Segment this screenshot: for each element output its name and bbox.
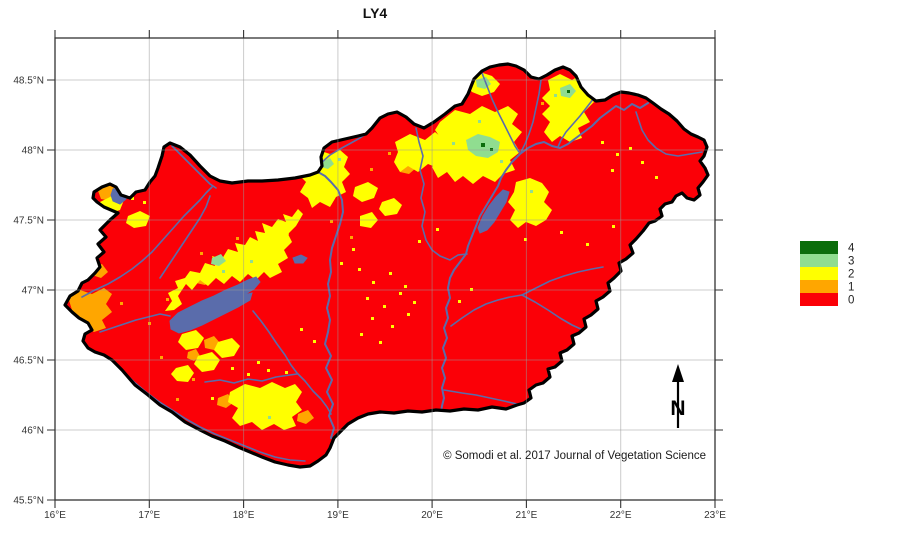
x-tick-label-4: 20°E [421,510,443,521]
river-maros [443,389,518,405]
y-tick-label-2: 47.5°N [13,216,44,227]
river-koros [450,294,523,327]
y-tick-label-0: 48.5°N [13,76,44,87]
figure-title: LY4 [363,5,388,21]
y-tick-label-5: 46°N [22,426,44,437]
river-marcal [159,195,211,279]
axis-ticks [47,30,723,508]
river-koros-north [521,266,604,296]
hungary-landmass [65,64,708,467]
river-bodrog [557,97,595,148]
hungary-border [63,62,710,469]
x-tick-label-6: 22°E [610,510,632,521]
river-zala [99,313,171,333]
x-axis-labels: 16°E 17°E 18°E 19°E 20°E 21°E 22°E 23°E [44,510,726,521]
x-tick-label-5: 21°E [516,510,538,521]
north-arrow: N [670,364,686,428]
y-tick-label-6: 45.5°N [13,496,44,507]
y-axis-labels: 48.5°N 48°N 47.5°N 47°N 46.5°N 46°N 45.5… [13,76,44,507]
legend-label-3: 3 [848,256,854,268]
river-hernad [520,79,542,153]
legend-label-1: 1 [848,282,854,294]
rivers [81,72,703,462]
y-tick-label-3: 47°N [22,286,44,297]
x-tick-label-3: 19°E [327,510,349,521]
river-koros-south [521,294,584,331]
legend-label-2: 2 [848,269,854,281]
legend-swatch-3 [800,254,838,267]
lake-tisza [477,189,510,234]
y-tick-label-1: 48°N [22,146,44,157]
x-tick-label-1: 17°E [138,510,160,521]
legend-swatch-1 [800,280,838,293]
river-zagyva [415,127,468,261]
plot-frame [54,37,716,501]
river-kapos [204,373,298,384]
river-sio [252,310,332,415]
river-szamos [635,111,703,157]
x-tick-label-7: 23°E [704,510,726,521]
legend-label-4: 4 [848,243,855,255]
legend-swatch-2 [800,267,838,280]
x-tick-label-2: 18°E [233,510,255,521]
y-tick-label-4: 46.5°N [13,356,44,367]
river-tisza [440,102,649,413]
north-arrow-head [672,364,684,382]
legend-swatch-4 [800,241,838,254]
hungary-map [63,62,710,469]
legend-swatch-0 [800,293,838,306]
copyright-text: © Somodi et al. 2017 Journal of Vegetati… [443,450,706,462]
river-sajo [481,72,520,153]
river-mosoni-duna [171,145,217,189]
river-danube [317,171,344,439]
legend: 4 3 2 1 0 [800,241,855,307]
lake-velence [292,254,308,264]
graticule-grid [55,38,715,500]
river-raba [81,186,213,298]
lake-balaton [169,276,261,334]
north-arrow-label: N [670,397,685,420]
x-tick-label-0: 16°E [44,510,66,521]
river-ipoly [320,133,367,164]
legend-label-0: 0 [848,295,854,307]
